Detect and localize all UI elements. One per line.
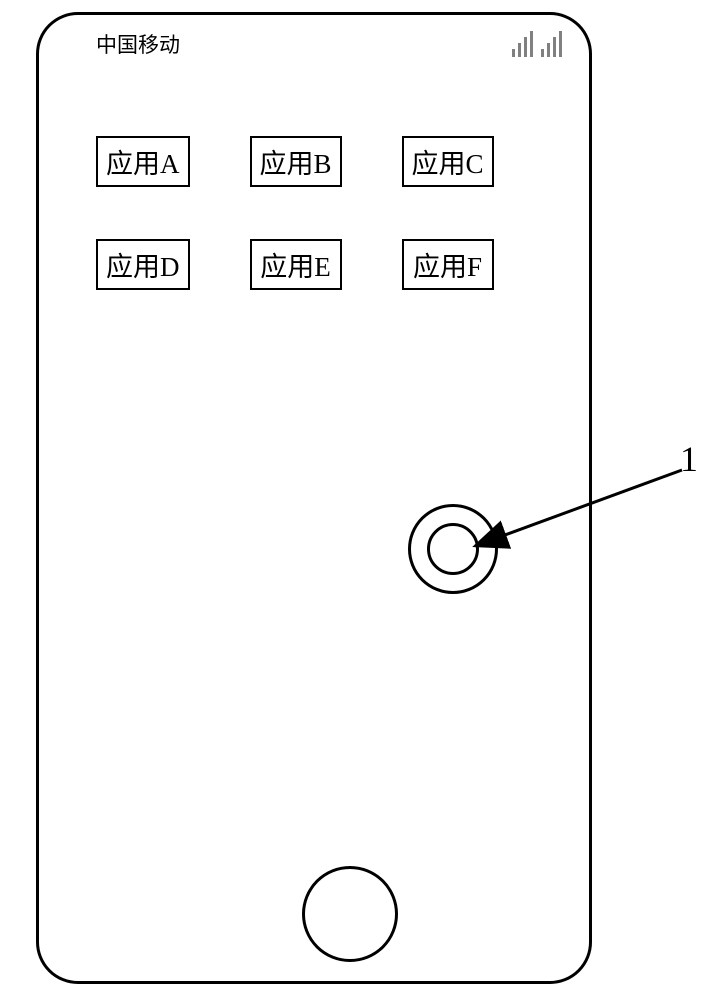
callout-label-1: 1 xyxy=(680,438,698,480)
app-icon[interactable]: 应用D xyxy=(96,239,190,290)
app-grid: 应用A 应用B 应用C 应用D 应用E 应用F xyxy=(96,136,494,290)
app-icon[interactable]: 应用C xyxy=(402,136,494,187)
home-button[interactable] xyxy=(302,866,398,962)
app-icon[interactable]: 应用E xyxy=(250,239,342,290)
signal-icon-2 xyxy=(541,31,562,57)
signal-icon-1 xyxy=(512,31,533,57)
carrier-label: 中国移动 xyxy=(96,29,180,59)
floating-button[interactable] xyxy=(408,504,498,594)
app-icon[interactable]: 应用F xyxy=(402,239,494,290)
floating-button-inner xyxy=(427,523,479,575)
status-bar: 中国移动 xyxy=(36,29,592,59)
signal-icons xyxy=(512,31,562,57)
app-icon[interactable]: 应用B xyxy=(250,136,342,187)
app-icon[interactable]: 应用A xyxy=(96,136,190,187)
